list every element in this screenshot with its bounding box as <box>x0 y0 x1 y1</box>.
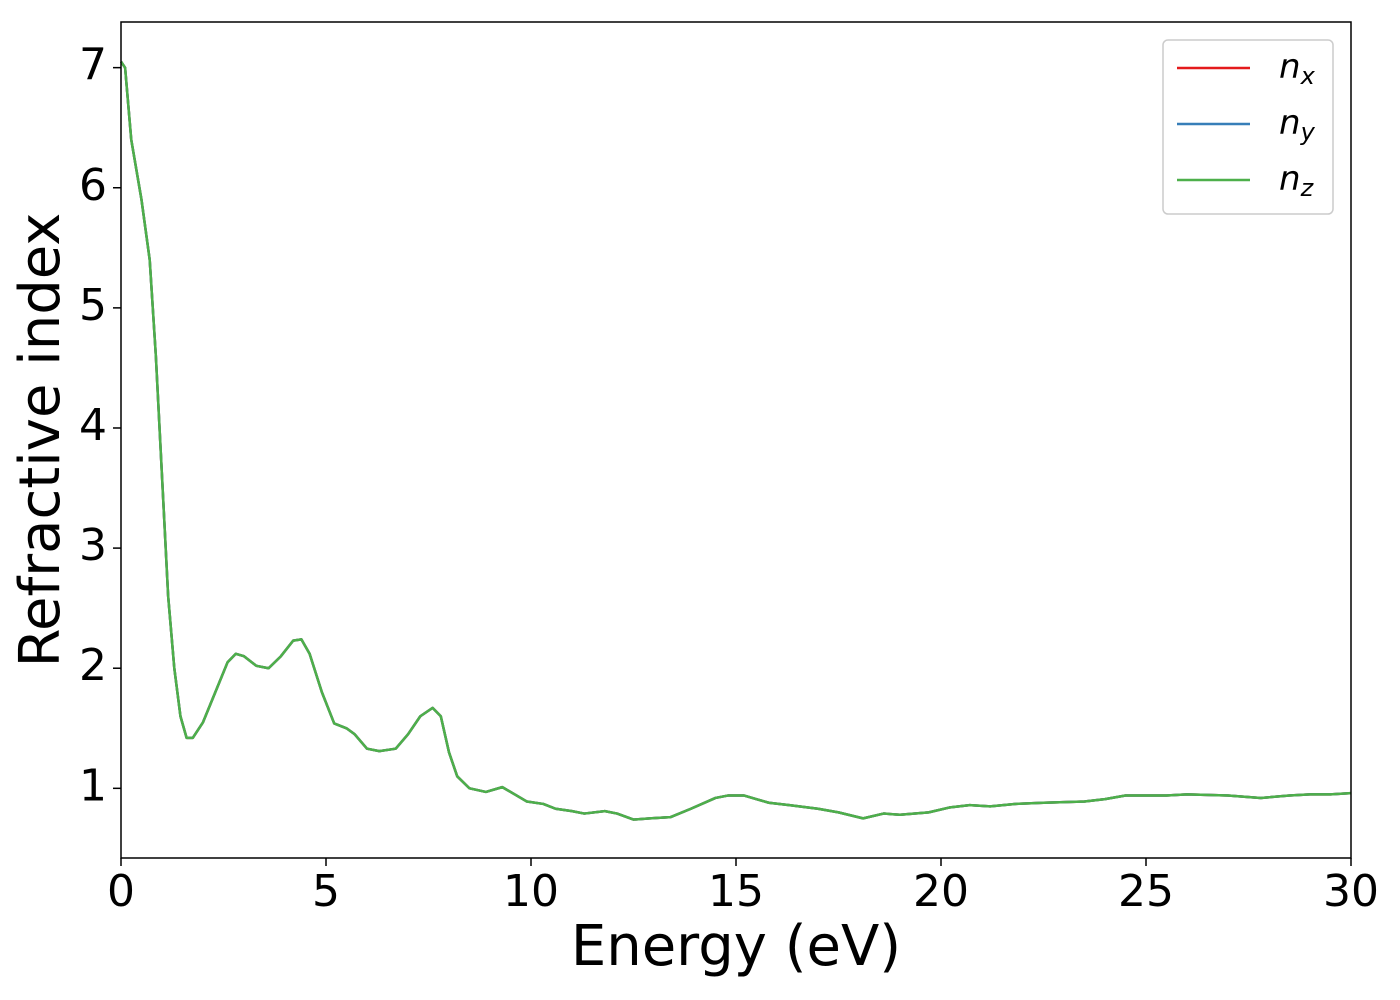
x-tick-label: 25 <box>1118 866 1174 917</box>
legend-name: n <box>1279 103 1301 143</box>
legend-subscript: z <box>1300 174 1315 202</box>
x-tick-label: 10 <box>503 866 559 917</box>
y-tick-label: 5 <box>79 280 107 331</box>
x-tick-label: 15 <box>708 866 764 917</box>
y-axis-label: Refractive index <box>8 213 73 668</box>
y-tick-label: 3 <box>79 520 107 571</box>
x-tick-label: 5 <box>312 866 340 917</box>
series-line <box>119 60 1352 821</box>
legend-name: n <box>1279 159 1301 199</box>
plot-frame <box>120 21 1352 859</box>
x-tick-label: 30 <box>1323 866 1379 917</box>
legend-label: nx <box>1279 47 1316 91</box>
legend-name: n <box>1279 47 1301 87</box>
y-tick-label: 4 <box>79 400 107 451</box>
y-tick-label: 2 <box>79 640 107 691</box>
y-tick-label: 1 <box>79 760 107 811</box>
y-tick-label: 7 <box>79 40 107 91</box>
x-tick-label: 20 <box>913 866 969 917</box>
legend-subscript: y <box>1300 118 1316 146</box>
x-axis-label: Energy (eV) <box>571 914 901 979</box>
legend-subscript: x <box>1300 62 1316 90</box>
legend-label: ny <box>1279 103 1316 147</box>
legend-label: nz <box>1279 159 1315 203</box>
y-tick-label: 6 <box>79 160 107 211</box>
legend-box <box>1162 39 1334 215</box>
x-tick-label: 0 <box>107 866 135 917</box>
